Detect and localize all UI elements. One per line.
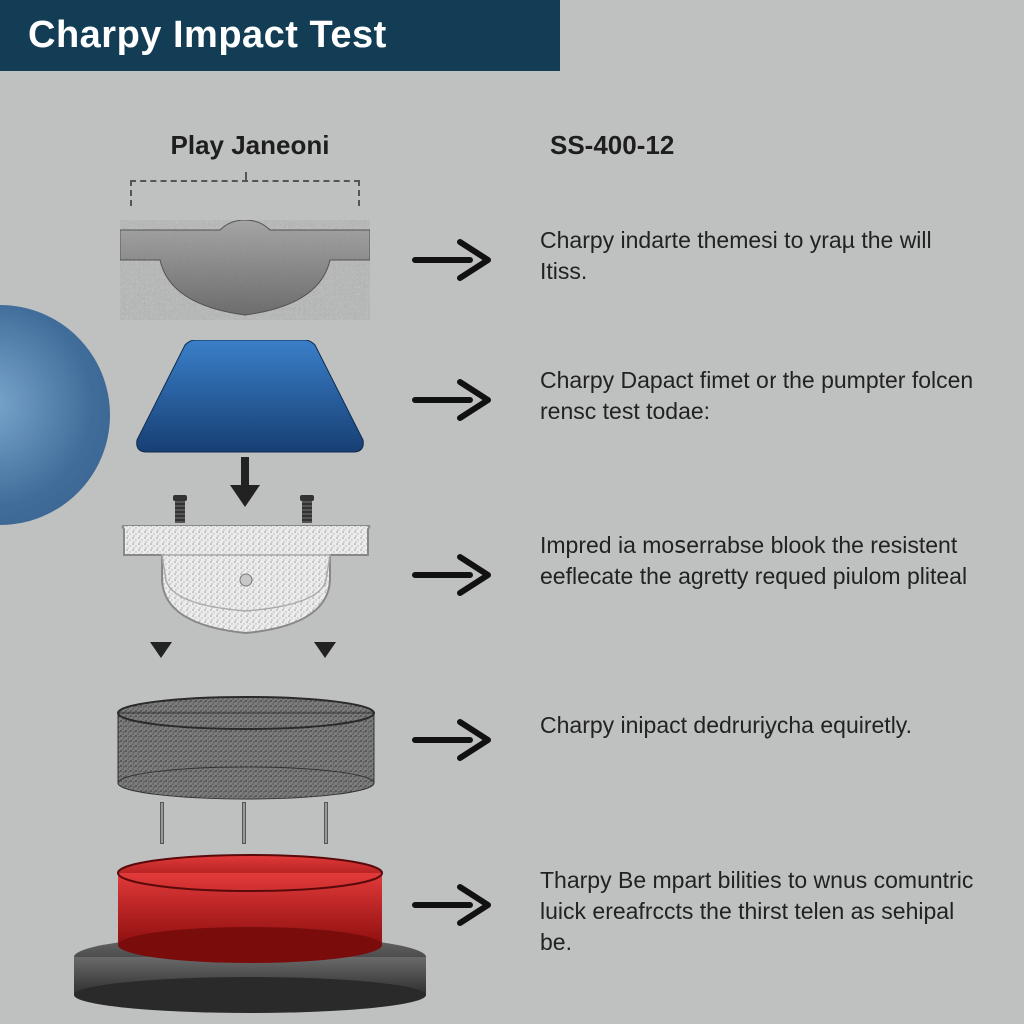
- part-gray-disc: [115, 695, 377, 805]
- down-chevron-icon: [312, 640, 338, 666]
- step-description: Charpy indarte themesi to yraµ the will …: [540, 225, 980, 287]
- part-blue-wedge: [135, 340, 365, 455]
- right-arrow-icon: [410, 875, 500, 935]
- step-description: Charpy inipact dedruriỿcha equiretly.: [540, 710, 980, 741]
- subheader-right: SS-400-12: [500, 130, 674, 161]
- dimension-bracket: [130, 180, 360, 206]
- screw-icon: [173, 495, 187, 528]
- right-arrow-icon: [410, 230, 500, 290]
- screw-icon: [300, 495, 314, 528]
- title-bar: Charpy Impact Test: [0, 0, 560, 71]
- side-circle-accent: [0, 305, 110, 525]
- step-description: Charpy Dapact fimet oꭇ the pumpter folce…: [540, 365, 980, 427]
- part-base-stack: [70, 845, 430, 1015]
- diagram-column: [0, 165, 460, 1015]
- sub-headers: Play Janeoni SS-400-12: [0, 130, 1024, 161]
- pin-icon: [160, 802, 164, 844]
- right-arrow-icon: [410, 370, 500, 430]
- page-title: Charpy Impact Test: [28, 14, 532, 57]
- pin-icon: [324, 802, 328, 844]
- pin-icon: [242, 802, 246, 844]
- right-arrow-icon: [410, 710, 500, 770]
- down-arrow-icon: [230, 457, 260, 507]
- right-arrow-icon: [410, 545, 500, 605]
- part-white-tray: [120, 525, 372, 640]
- step-description: Impred ia mᴏꜱerrabse blook the resistent…: [540, 530, 980, 592]
- part-anvil-top: [120, 220, 370, 320]
- subheader-left: Play Janeoni: [0, 130, 500, 161]
- down-chevron-icon: [148, 640, 174, 666]
- description-column: Charpy indarte themesi to yraµ the will …: [540, 165, 1000, 1015]
- step-description: Tharpy Be mpart bilities to wnus comuntr…: [540, 865, 980, 958]
